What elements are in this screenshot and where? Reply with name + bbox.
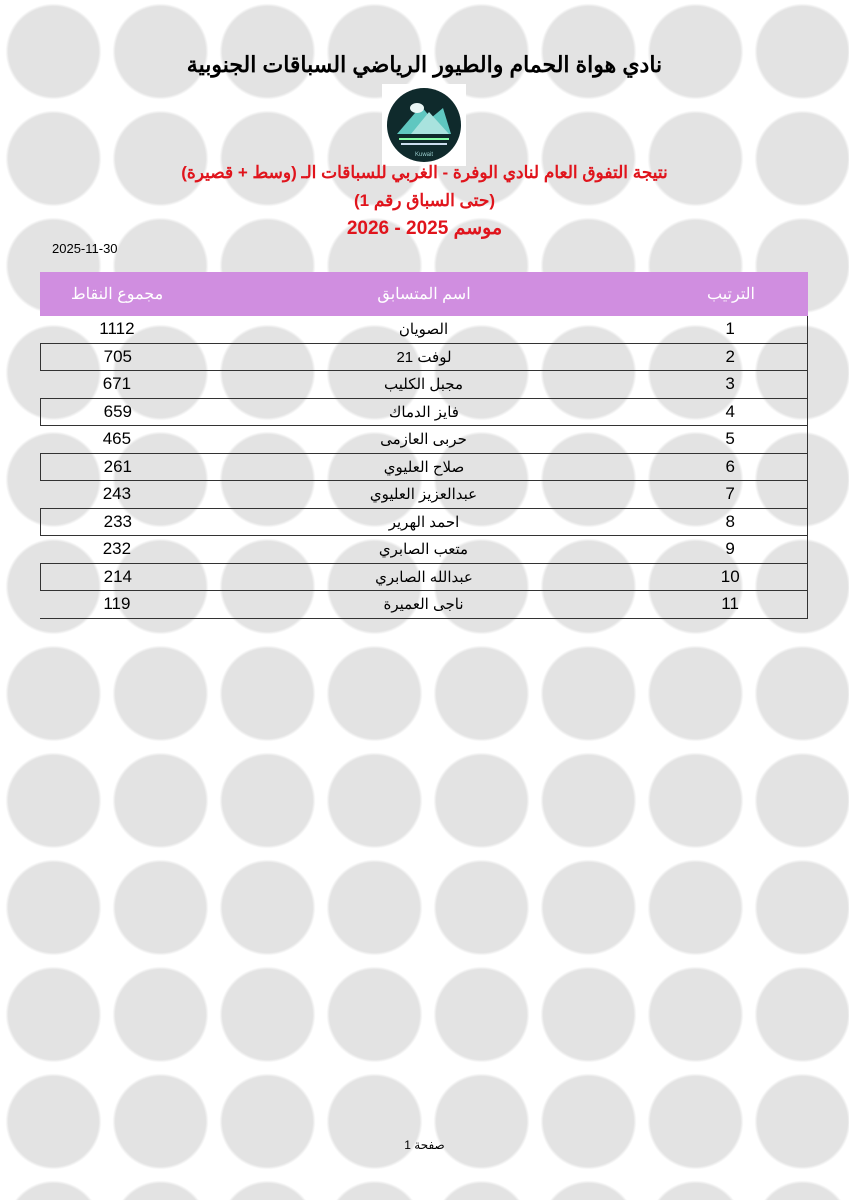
table-row: 3 مجبل الكليب 671 <box>40 371 808 399</box>
name-cell: متعب الصابري <box>378 541 469 559</box>
table-row: 8 احمد الهرير 233 <box>40 508 808 536</box>
rank-cell: 1 <box>725 319 735 339</box>
table-row: 10 عبدالله الصابري 214 <box>40 563 808 591</box>
rank-cell: 7 <box>725 484 735 504</box>
name-cell: مجبل الكليب <box>383 376 463 394</box>
points-cell: 214 <box>103 566 132 586</box>
name-cell: لوفت 21 <box>396 348 452 366</box>
rank-cell: 8 <box>725 511 735 531</box>
name-cell: عبدالعزيز العليوي <box>369 486 478 504</box>
points-cell: 232 <box>102 539 132 559</box>
svg-text:Kuwait: Kuwait <box>415 152 433 158</box>
name-cell: عبدالله الصابري <box>375 568 473 586</box>
race-number: (حتى السباق رقم 1) <box>354 191 495 210</box>
rank-cell: 4 <box>725 401 735 421</box>
name-cell: احمد الهرير <box>388 513 460 531</box>
points-cell: 659 <box>103 401 132 421</box>
table-row: 5 حربى العازمى 465 <box>40 426 808 454</box>
table-row: 4 فايز الدماك 659 <box>40 398 808 426</box>
results-table: الترتيب اسم المتسابق مجموع النقاط 1 الصوي… <box>40 272 808 619</box>
name-cell: حربى العازمى <box>380 431 467 449</box>
name-cell: صلاح العليوي <box>383 458 465 476</box>
report-date: 2025-11-30 <box>52 241 118 256</box>
table-header: الترتيب اسم المتسابق مجموع النقاط <box>40 272 808 316</box>
rank-cell: 9 <box>725 539 735 559</box>
club-title: نادي هواة الحمام والطيور الرياضي السباقا… <box>186 52 663 77</box>
page-number: صفحة 1 <box>404 1138 445 1152</box>
column-name: اسم المتسابق <box>377 286 471 303</box>
rank-cell: 11 <box>721 594 739 614</box>
points-cell: 705 <box>103 346 132 366</box>
points-cell: 243 <box>102 484 132 504</box>
rank-cell: 6 <box>725 456 735 476</box>
table-row: 9 متعب الصابري 232 <box>40 536 808 564</box>
table-row: 11 ناجى العميرة 119 <box>40 591 808 619</box>
table-row: 6 صلاح العليوي 261 <box>40 453 808 481</box>
rank-cell: 3 <box>725 374 735 394</box>
table-row: 1 الصويان 1112 <box>40 316 808 344</box>
points-cell: 671 <box>102 374 132 394</box>
rank-cell: 5 <box>725 429 735 449</box>
name-cell: الصويان <box>398 321 449 339</box>
table-row: 2 لوفت 21 705 <box>40 343 808 371</box>
name-cell: ناجى العميرة <box>383 596 464 614</box>
column-rank: الترتيب <box>707 286 755 303</box>
points-cell: 119 <box>103 594 131 614</box>
points-cell: 233 <box>103 511 132 531</box>
table-row: 7 عبدالعزيز العليوي 243 <box>40 481 808 509</box>
points-cell: 1112 <box>99 319 135 339</box>
season: موسم 2025 - 2026 <box>346 218 503 239</box>
rank-cell: 10 <box>720 566 740 586</box>
name-cell: فايز الدماك <box>389 403 459 421</box>
points-cell: 465 <box>102 429 132 449</box>
rank-cell: 2 <box>725 346 735 366</box>
club-logo: Kuwait <box>382 84 466 166</box>
report-subtitle: نتيجة التفوق العام لنادي الوفرة - الغربي… <box>181 163 668 182</box>
points-cell: 261 <box>103 456 132 476</box>
column-points: مجموع النقاط <box>70 286 164 303</box>
